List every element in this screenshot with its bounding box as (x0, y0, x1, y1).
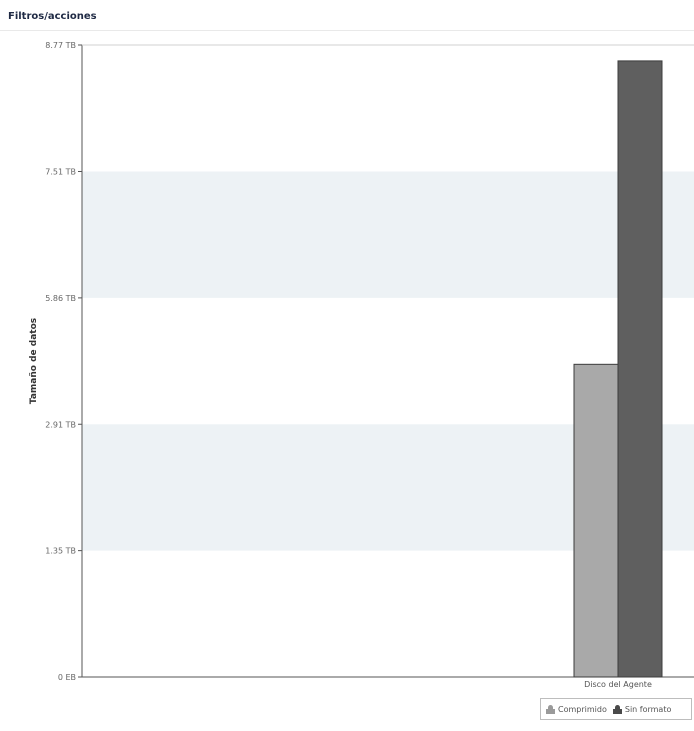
y-tick-label: 8.77 TB (45, 41, 76, 50)
y-tick-label: 1.35 TB (45, 547, 76, 556)
user-icon (612, 704, 622, 714)
user-icon (546, 704, 555, 714)
filters-actions-link[interactable]: Filtros/acciones (8, 11, 97, 22)
y-axis-title: Tamaño de datos (29, 318, 39, 404)
legend-label-compressed: Comprimido (558, 704, 607, 714)
y-tick-label: 2.91 TB (45, 420, 76, 429)
y-tick-label: 7.51 TB (45, 168, 76, 177)
filters-header: Filtros/acciones (0, 0, 694, 31)
legend-item-raw[interactable]: Sin formato (612, 704, 672, 714)
bar-sin-formato (617, 60, 663, 678)
bar-comprimido (573, 363, 619, 678)
y-tick-label: 5.86 TB (45, 294, 76, 303)
x-tick-label: Disco del Agente (584, 680, 652, 689)
chart-legend: Comprimido Sin formato (540, 698, 692, 720)
grid-band (82, 171, 694, 298)
legend-item-compressed[interactable]: Comprimido (546, 704, 607, 714)
y-tick-label: 0 EB (58, 673, 76, 682)
legend-label-raw: Sin formato (624, 704, 672, 714)
